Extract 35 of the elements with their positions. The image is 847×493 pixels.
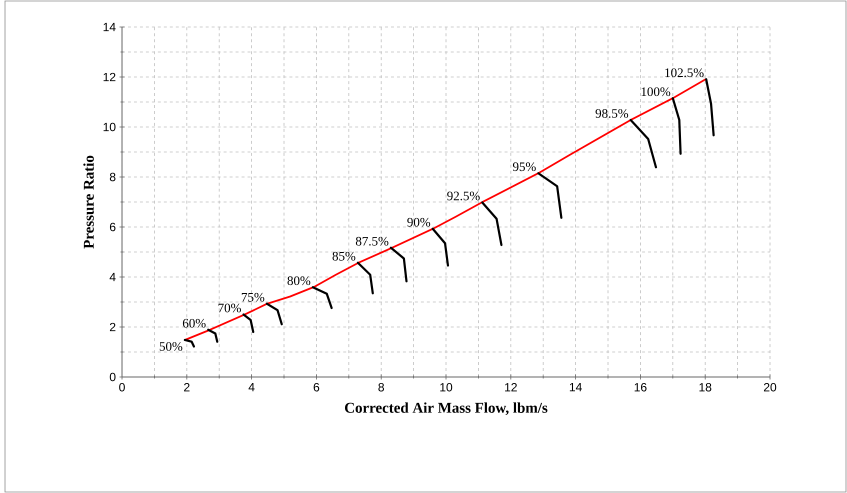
x-tick-label: 14	[570, 383, 582, 392]
y-tick-label: 10	[104, 122, 116, 132]
series-label: 50%	[160, 342, 182, 351]
x-tick-label: 6	[314, 383, 320, 392]
y-tick-label: 2	[110, 322, 116, 332]
x-tick-label: 2	[184, 383, 190, 392]
series-label: 75%	[242, 292, 264, 302]
y-axis-title: Pressure Ratio	[83, 156, 94, 249]
x-tick-label: 18	[699, 383, 712, 392]
x-tick-label: 0	[119, 383, 125, 392]
series-label: 95%	[512, 162, 536, 172]
y-tick-label: 14	[104, 22, 116, 32]
line-series	[184, 78, 706, 341]
x-tick-label: 16	[634, 383, 647, 392]
series-label: 98.5%	[596, 109, 628, 118]
x-tick-label: 10	[440, 383, 452, 392]
y-tick-label: 4	[110, 272, 116, 282]
series-label: 70%	[218, 304, 241, 312]
y-tick-label: 8	[110, 172, 116, 182]
y-tick-label: 0	[110, 372, 116, 382]
x-tick-label: 8	[378, 383, 384, 392]
series-label: 85%	[332, 252, 356, 261]
series-label: 60%	[182, 318, 206, 328]
series-label: 102.5%	[665, 68, 704, 78]
series-label: 90%	[407, 218, 430, 227]
x-axis-title: Corrected Air Mass Flow, lbm/s	[344, 402, 548, 415]
x-tick-label: 12	[505, 383, 517, 392]
y-tick-label: 6	[110, 222, 116, 232]
series-label: 92.5%	[447, 192, 480, 200]
y-tick-label: 12	[104, 72, 116, 82]
series-label: 100%	[642, 87, 670, 96]
series-label: 80%	[288, 276, 310, 286]
x-tick-label: 4	[248, 383, 255, 392]
series-label: 87.5%	[356, 236, 388, 246]
x-tick-label: 20	[764, 383, 776, 392]
